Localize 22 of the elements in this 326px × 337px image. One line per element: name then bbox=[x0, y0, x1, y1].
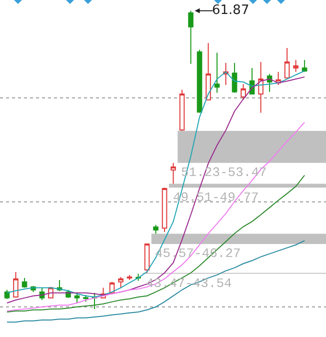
candlestick bbox=[118, 276, 124, 288]
candlestick bbox=[22, 277, 28, 288]
candlestick bbox=[206, 42, 211, 100]
candlestick bbox=[232, 62, 238, 94]
candlestick bbox=[188, 10, 194, 64]
candlestick bbox=[302, 59, 308, 72]
candlestick bbox=[258, 62, 264, 114]
candlestick bbox=[214, 52, 220, 94]
candlestick bbox=[196, 49, 202, 114]
candlestick bbox=[144, 243, 150, 274]
candlestick bbox=[83, 294, 88, 302]
candlestick bbox=[153, 224, 158, 234]
candlestick bbox=[284, 48, 290, 78]
candlestick bbox=[162, 187, 168, 233]
candlestick bbox=[293, 59, 298, 72]
annotation: 61.87 bbox=[212, 3, 250, 18]
candlestick bbox=[74, 292, 80, 304]
candlestick bbox=[170, 162, 176, 184]
candlestick bbox=[240, 84, 246, 100]
candlestick bbox=[13, 271, 18, 298]
candlestick bbox=[126, 274, 132, 281]
candlestick bbox=[179, 89, 185, 132]
